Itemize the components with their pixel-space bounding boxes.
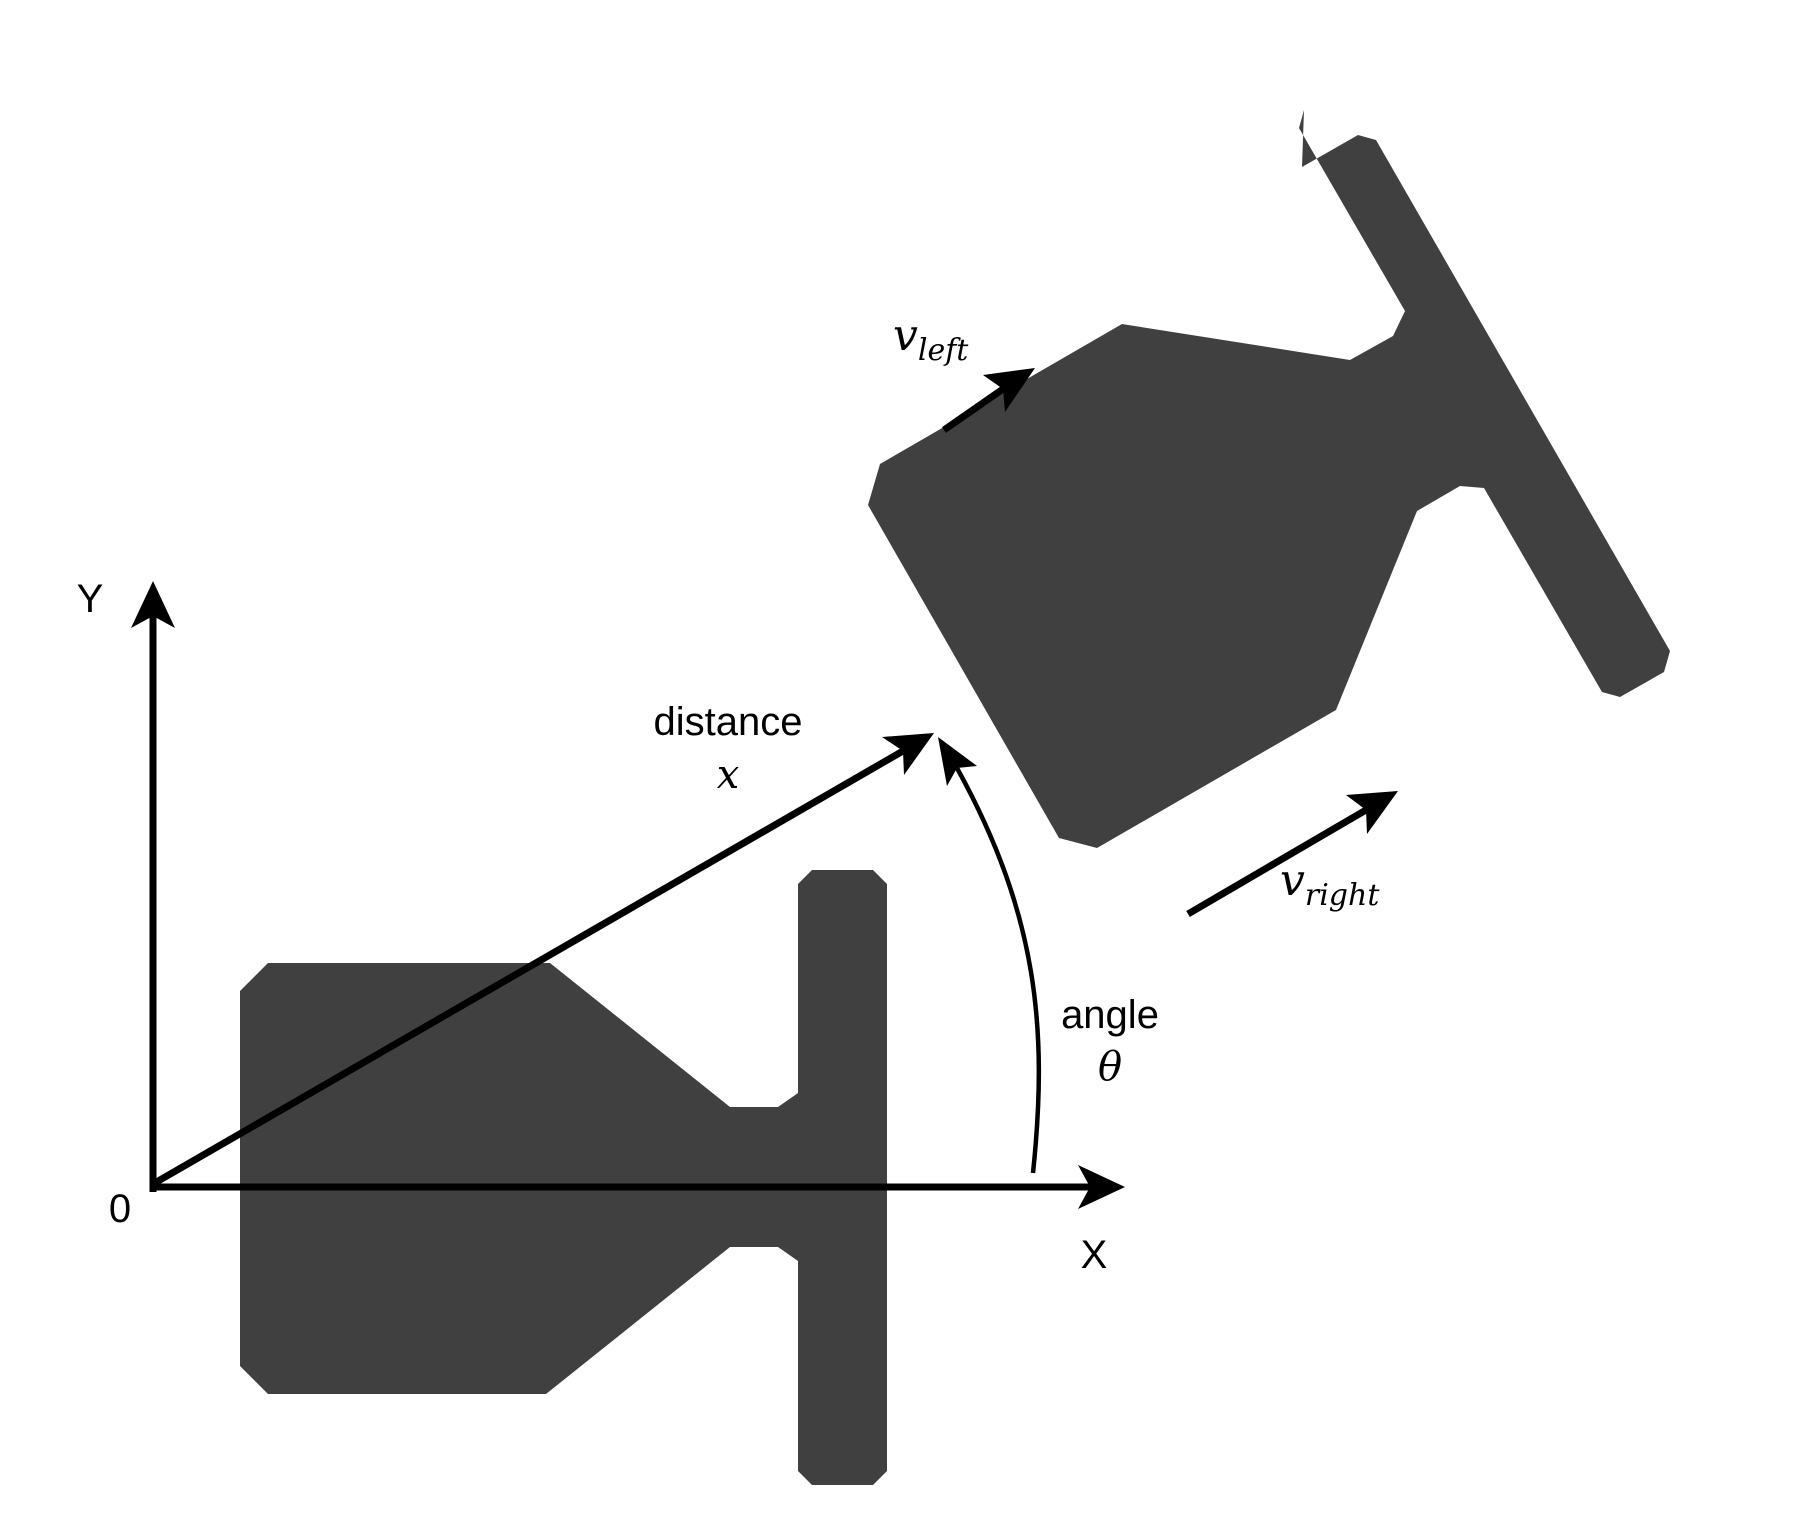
distance-vector-line [151,747,905,1188]
v-right-symbol: v [1280,855,1305,906]
v-left-label: vleft [893,310,969,368]
x-axis-arrowhead [1078,1165,1125,1209]
v-left-arrow-line [942,386,1005,433]
y-axis-arrowhead [131,581,175,628]
v-left-symbol: v [893,310,918,361]
distance-label: distance [654,700,803,744]
v-left-subscript: left [918,333,969,368]
angle-arc [955,766,1042,1174]
origin-label: 0 [109,1187,131,1231]
angle-arc-arrowhead [938,737,977,786]
v-left-arrowhead [983,368,1035,412]
y-axis-label: Y [77,577,104,621]
angle-symbol: θ [1098,1044,1122,1090]
v-right-label: vright [1280,855,1380,913]
distance-symbol: x [717,752,740,798]
x-axis-label: X [1081,1233,1108,1277]
angle-label: angle [1061,993,1159,1037]
v-right-subscript: right [1305,878,1380,913]
robot-moved-pose [868,110,1670,848]
distance-vector-arrowhead [882,733,934,775]
v-right-arrow-line [1186,806,1368,918]
v-right-arrowhead [1346,791,1398,834]
robot-initial-pose [240,870,887,1485]
